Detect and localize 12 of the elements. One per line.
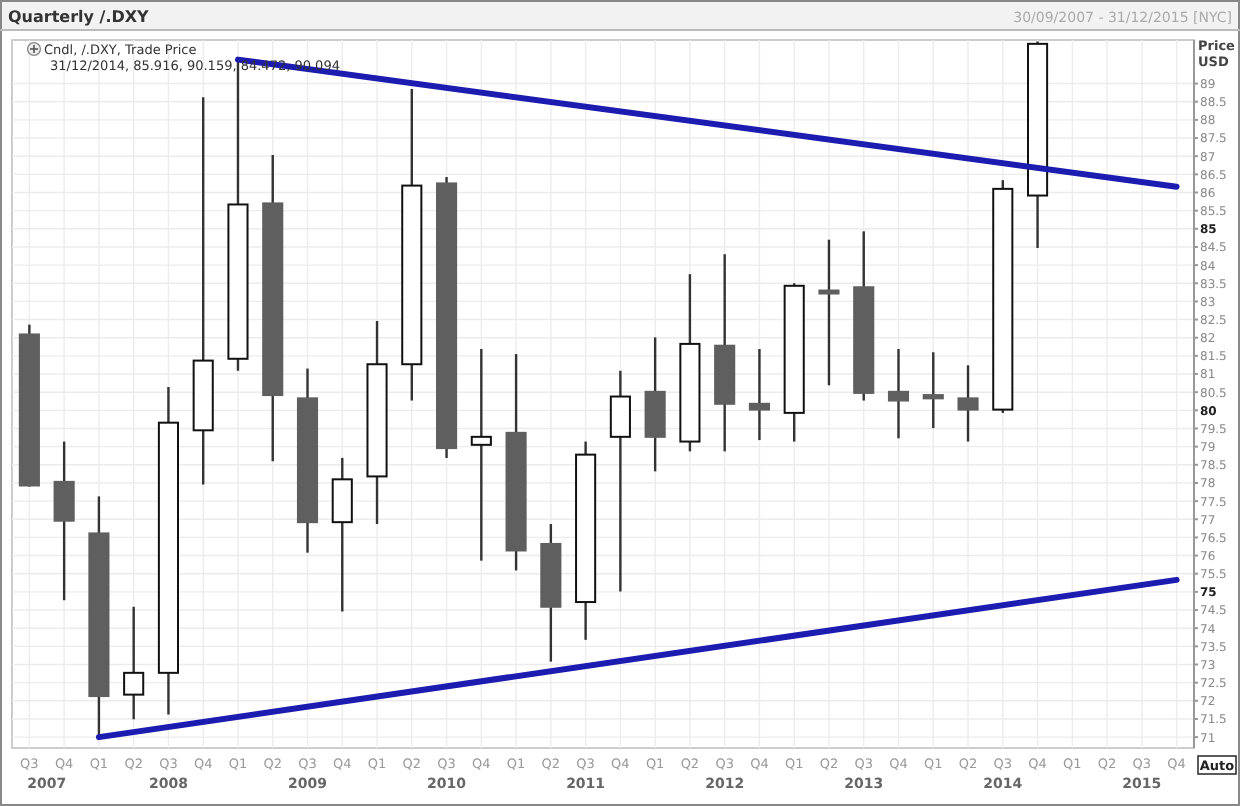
candlestick (470, 347, 492, 562)
candlestick (887, 347, 910, 440)
candlestick (53, 440, 75, 602)
chart-title: Quarterly /.DXY (8, 8, 150, 26)
candlestick (331, 456, 353, 613)
candlestick (644, 336, 666, 473)
candlestick (957, 364, 979, 443)
candlestick (818, 238, 840, 387)
candlestick (609, 369, 631, 593)
candlestick (748, 347, 770, 442)
candlestick (922, 351, 944, 430)
candlestick (123, 605, 145, 721)
